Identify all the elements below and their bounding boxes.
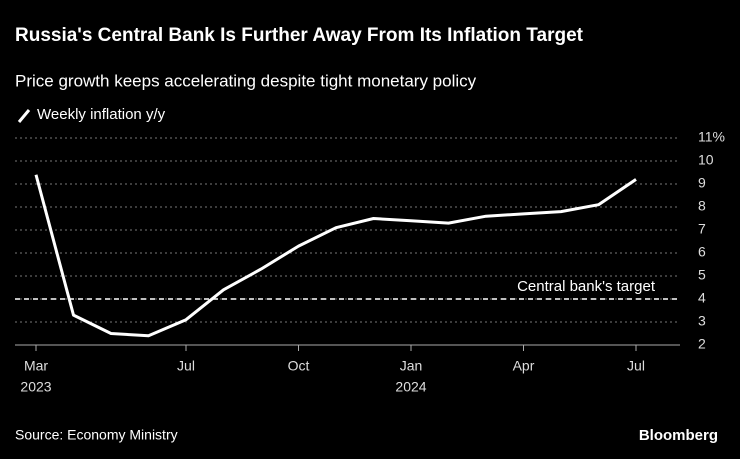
source: Source: Economy Ministry [15,427,178,443]
x-tick-label: Jul [627,358,645,374]
y-tick-label: 3 [698,313,706,329]
legend-label: Weekly inflation y/y [37,106,166,123]
chart-subtitle: Price growth keeps accelerating despite … [15,71,477,90]
x-tick-label: Apr [513,358,535,374]
target-label: Central bank's target [517,278,656,295]
x-tick-label: Oct [288,358,310,374]
x-tick-label: Jul [177,358,195,374]
y-tick-label: 4 [698,290,706,306]
y-tick-label: 8 [698,198,706,214]
y-tick-label: 2 [698,336,706,352]
legend-swatch [17,109,31,123]
y-tick-label: 9 [698,175,706,191]
x-tick-label: Jan [400,358,423,374]
brand: Bloomberg [639,427,718,444]
y-tick-label: 5 [698,267,706,283]
x-tick-sublabel: 2024 [395,379,426,395]
y-tick-label: 6 [698,244,706,260]
chart-title: Russia's Central Bank Is Further Away Fr… [15,25,584,46]
y-tick-label: 11% [698,129,725,145]
x-tick-sublabel: 2023 [20,379,51,395]
y-tick-label: 7 [698,221,706,237]
data-line [34,174,637,338]
x-tick-label: Mar [24,358,48,374]
y-tick-label: 10 [698,152,714,168]
